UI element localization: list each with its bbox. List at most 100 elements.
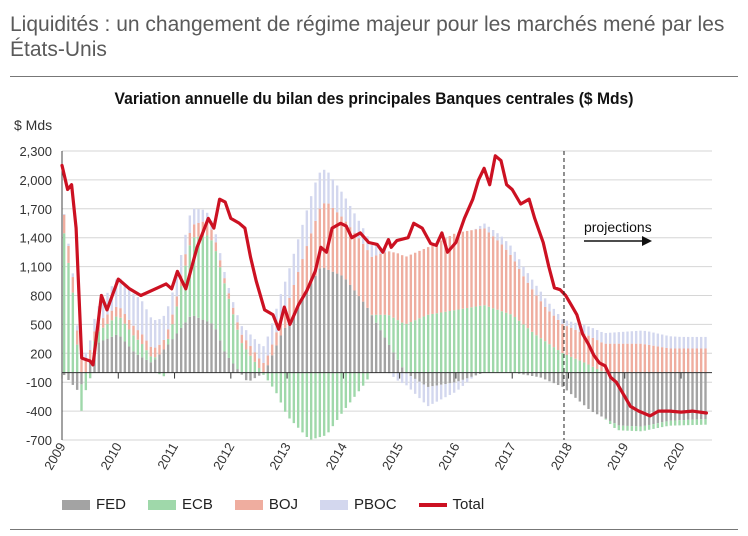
bar-fed bbox=[457, 372, 460, 382]
bar-boj bbox=[491, 236, 495, 309]
bar-pboc bbox=[608, 332, 612, 344]
bar-boj bbox=[426, 247, 430, 315]
bar-boj bbox=[361, 243, 365, 302]
bar-boj bbox=[444, 238, 447, 312]
x-tick-label: 2015 bbox=[379, 440, 406, 473]
bar-fed bbox=[431, 372, 434, 387]
bar-boj bbox=[266, 355, 270, 366]
bar-pboc bbox=[88, 340, 92, 351]
bar-pboc bbox=[296, 239, 300, 273]
legend-swatch bbox=[320, 499, 349, 510]
bar-fed bbox=[678, 372, 681, 421]
bar-boj bbox=[88, 350, 92, 360]
y-tick-label: -100 bbox=[26, 375, 52, 390]
bar-fed bbox=[617, 372, 621, 426]
bar-pboc bbox=[695, 336, 699, 349]
legend-item-fed: FED bbox=[62, 496, 126, 513]
bar-boj bbox=[561, 324, 564, 354]
bar-ecb bbox=[500, 311, 504, 373]
bar-ecb bbox=[244, 349, 248, 373]
bar-ecb bbox=[322, 372, 326, 436]
x-tick-label: 2013 bbox=[266, 440, 293, 473]
bar-fed bbox=[478, 372, 482, 374]
bar-fed bbox=[279, 335, 283, 373]
bar-boj bbox=[227, 293, 231, 299]
bar-boj bbox=[621, 343, 625, 373]
bar-ecb bbox=[509, 314, 512, 373]
bar-boj bbox=[67, 245, 70, 263]
bar-pboc bbox=[565, 320, 569, 327]
bar-boj bbox=[383, 252, 387, 315]
bar-pboc bbox=[626, 331, 629, 344]
bar-fed bbox=[465, 372, 469, 379]
bar-boj bbox=[673, 348, 677, 373]
bar-pboc bbox=[591, 328, 595, 338]
bar-fed bbox=[340, 275, 343, 373]
bar-fed bbox=[530, 372, 534, 376]
bar-ecb bbox=[461, 308, 465, 373]
bar-boj bbox=[223, 278, 226, 284]
bar-fed bbox=[656, 372, 660, 424]
bar-boj bbox=[145, 340, 148, 351]
bar-boj bbox=[604, 343, 608, 373]
bar-boj bbox=[231, 307, 235, 315]
bar-fed bbox=[88, 359, 92, 373]
bar-pboc bbox=[227, 287, 231, 294]
bar-fed bbox=[422, 372, 426, 385]
bar-ecb bbox=[305, 372, 309, 438]
bar-boj bbox=[652, 345, 655, 373]
bar-boj bbox=[244, 340, 248, 350]
bar-pboc bbox=[162, 315, 166, 340]
bar-pboc bbox=[686, 336, 690, 349]
bar-fed bbox=[301, 298, 304, 373]
bar-ecb bbox=[114, 316, 118, 335]
bar-pboc bbox=[621, 331, 625, 344]
bar-ecb bbox=[197, 236, 200, 318]
legend-label: Total bbox=[452, 496, 485, 513]
bar-boj bbox=[439, 240, 443, 313]
bar-boj bbox=[374, 255, 378, 315]
bar-ecb bbox=[283, 372, 287, 412]
y-tick-label: 2,300 bbox=[19, 144, 52, 159]
bar-fed bbox=[344, 279, 348, 373]
bar-boj bbox=[587, 335, 590, 365]
bar-boj bbox=[595, 340, 599, 369]
bar-boj bbox=[461, 231, 465, 309]
bar-boj bbox=[600, 342, 603, 372]
bar-fed bbox=[149, 362, 153, 373]
bar-boj bbox=[184, 254, 187, 266]
legend-label: BOJ bbox=[268, 496, 299, 513]
bar-pboc bbox=[106, 292, 109, 315]
bar-pboc bbox=[331, 179, 335, 208]
bar-ecb bbox=[626, 425, 629, 431]
bar-pboc bbox=[93, 318, 96, 332]
bar-ecb bbox=[652, 424, 655, 429]
bar-fed bbox=[288, 320, 291, 373]
bar-fed bbox=[439, 372, 443, 385]
bar-boj bbox=[305, 246, 309, 291]
bar-pboc bbox=[569, 321, 573, 328]
bar-pboc bbox=[448, 383, 452, 395]
bar-pboc bbox=[236, 315, 239, 323]
bar-ecb bbox=[374, 314, 378, 323]
bar-pboc bbox=[660, 334, 664, 348]
bar-boj bbox=[262, 362, 265, 373]
bar-ecb bbox=[149, 356, 153, 363]
bar-fed bbox=[686, 372, 690, 420]
bar-ecb bbox=[682, 420, 686, 426]
bar-ecb bbox=[344, 372, 348, 408]
bar-ecb bbox=[231, 314, 235, 364]
bar-fed bbox=[374, 322, 378, 373]
bar-fed bbox=[392, 352, 395, 373]
bar-pboc bbox=[279, 294, 283, 320]
bar-boj bbox=[71, 277, 75, 293]
bar-boj bbox=[140, 334, 144, 345]
bar-boj bbox=[478, 228, 482, 306]
bars bbox=[62, 169, 707, 440]
bar-ecb bbox=[296, 372, 300, 428]
chart: $ Mds 2,300 2,000 1,700 1,400 1,100 800 500 200 -… bbox=[14, 117, 712, 473]
bar-fed bbox=[240, 372, 244, 375]
bar-boj bbox=[387, 251, 391, 316]
legend-label: ECB bbox=[182, 496, 213, 513]
bar-boj bbox=[253, 352, 257, 362]
